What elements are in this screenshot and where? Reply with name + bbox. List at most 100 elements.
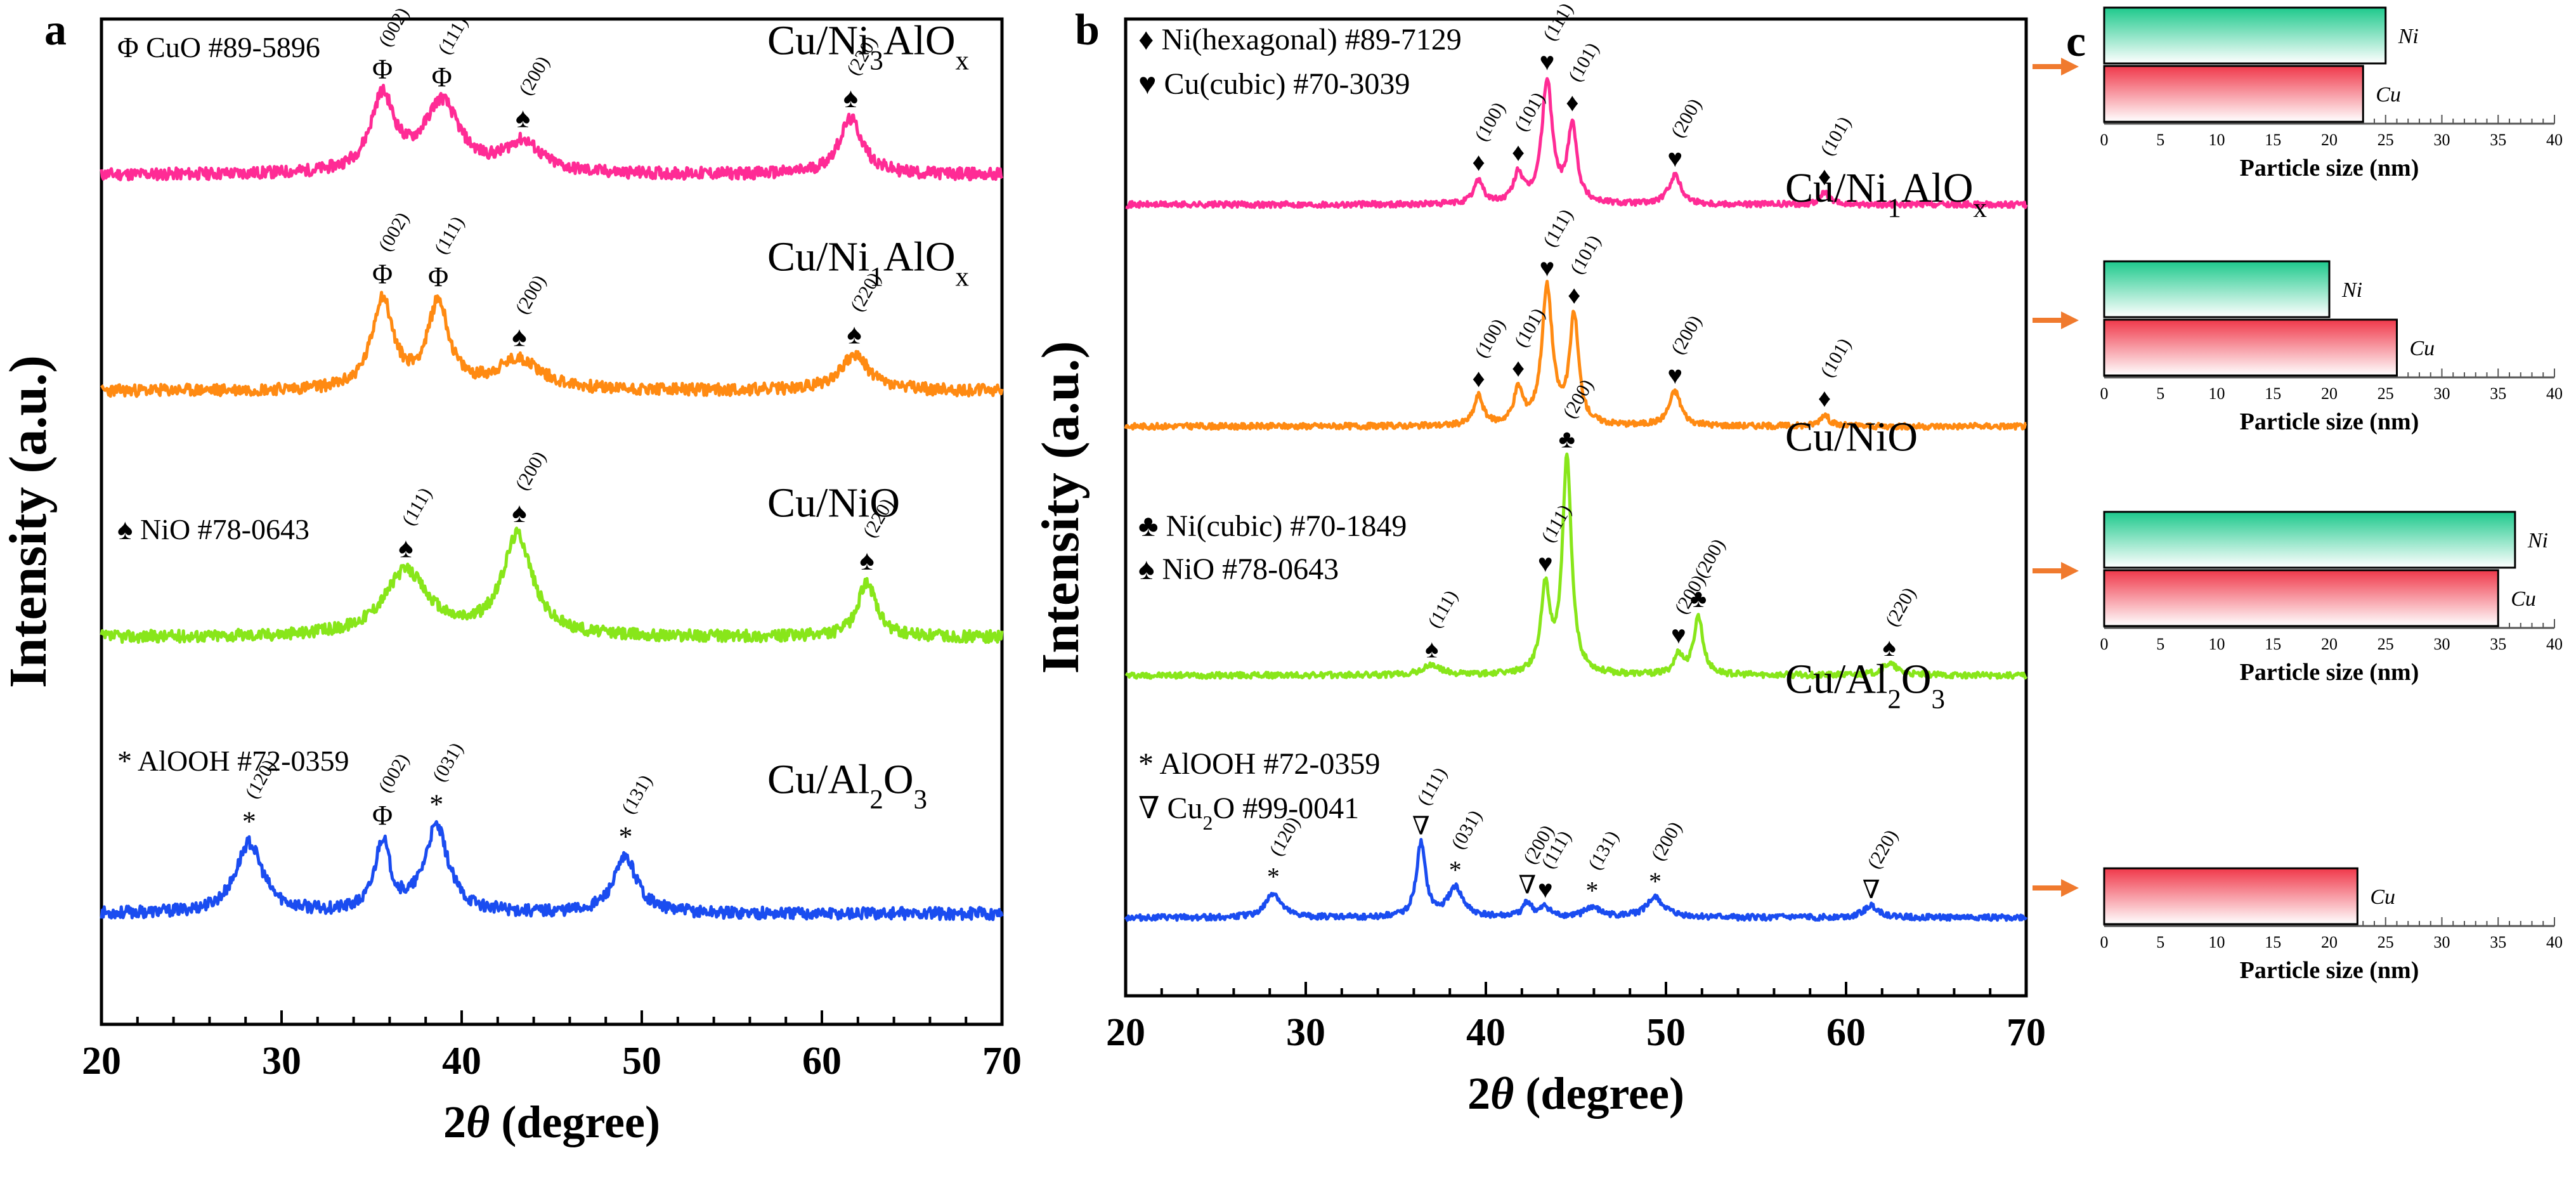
- peak-hkl-label: (111): [1539, 206, 1577, 251]
- peak-marker-symbol: ♠: [847, 318, 861, 349]
- plot-frame: [1124, 17, 2028, 998]
- peak-hkl-label: (200): [511, 448, 550, 494]
- series-label-subscript: x: [1974, 193, 1987, 223]
- peak-marker-symbol: ♥: [1538, 549, 1553, 577]
- peak-marker-symbol: *: [1586, 876, 1599, 904]
- bar-tick-label: 15: [2265, 384, 2281, 403]
- series-label-part: Cu/NiO: [767, 480, 900, 526]
- peak-marker-symbol: *: [1449, 856, 1462, 884]
- arrow-head: [2061, 562, 2079, 580]
- series-label-part: AlO: [1901, 165, 1974, 211]
- series-label-subscript: x: [956, 262, 970, 292]
- series-label: Cu/Ni1AlOx: [767, 233, 969, 292]
- arrow-head: [2061, 311, 2079, 329]
- series-label-part: Cu/Ni: [1785, 165, 1887, 211]
- series-label-part: O: [1901, 656, 1932, 703]
- bar-tick-label: 20: [2321, 384, 2338, 403]
- legend-entry-text: ∇ Cu: [1138, 792, 1203, 825]
- particle-size-bar: [2103, 511, 2516, 569]
- x-tick-label: 60: [802, 1040, 842, 1083]
- peak-hkl-label: (131): [618, 771, 656, 818]
- peak-marker-symbol: Φ: [372, 258, 393, 289]
- bar-tick-label: 0: [2100, 384, 2109, 403]
- x-axis-label-theta: θ: [466, 1097, 490, 1147]
- legend-entry-tail: O #99-0041: [1213, 792, 1360, 825]
- bar-label: Cu: [2410, 337, 2435, 360]
- bar-tick-label: 10: [2209, 933, 2225, 951]
- peak-marker-symbol: ♠: [512, 321, 526, 352]
- legend-entry: * AlOOH #72-0359: [117, 745, 349, 777]
- series-label: Cu/Ni3AlOx: [1785, 0, 1987, 1]
- bar-tick-label: 0: [2100, 131, 2109, 149]
- series-label: Cu/Ni1AlOx: [1785, 165, 1987, 223]
- series-label: Cu/NiO: [1785, 414, 1918, 460]
- x-axis-label: 2θ (degree): [1467, 1068, 1684, 1119]
- peak-marker-symbol: ♠: [512, 497, 526, 528]
- peak-marker-symbol: *: [429, 789, 443, 820]
- series-label-subscript: 3: [914, 785, 928, 814]
- peak-hkl-label: (200): [1667, 312, 1706, 358]
- peak-hkl-label: (031): [429, 739, 467, 785]
- bar-label: Ni: [2398, 25, 2419, 48]
- x-tick-label: 40: [442, 1040, 481, 1083]
- bar-tick-label: 40: [2546, 131, 2563, 149]
- series-label: Cu/NiO: [767, 480, 900, 526]
- peak-marker-symbol: ♥: [1671, 620, 1686, 649]
- peak-marker-symbol: ♠: [398, 533, 413, 564]
- x-tick-label: 40: [1466, 1011, 1506, 1054]
- xrd-series-line: [100, 84, 1004, 181]
- peak-marker-symbol: Φ: [432, 62, 452, 93]
- arrow-head: [2061, 58, 2079, 75]
- series-label-part: Cu/NiO: [1785, 414, 1918, 460]
- bar-tick-label: 15: [2265, 131, 2281, 149]
- peak-marker-symbol: ♠: [859, 545, 874, 576]
- peak-hkl-label: (200): [1667, 95, 1706, 141]
- x-tick-label: 30: [262, 1040, 301, 1083]
- panel-c: c 0 5 10 15 20 25 30 35 40 Particle size (nm) Ni Cu 0…: [2033, 6, 2563, 984]
- series-label: Cu/Al2O3: [1785, 656, 1945, 715]
- peak-marker-symbol: *: [242, 806, 256, 837]
- y-axis-label: Intensity (a.u.): [0, 355, 58, 688]
- bar-tick-label: 25: [2378, 635, 2394, 653]
- peak-marker-symbol: Φ: [372, 54, 393, 85]
- xrd-series-line: [100, 820, 1004, 922]
- xrd-series-line: [1124, 452, 2028, 680]
- series-label-part: AlO: [883, 233, 956, 280]
- series-label-subscript: x: [956, 46, 970, 75]
- legend-entry: * AlOOH #72-0359: [1138, 747, 1380, 781]
- x-tick-label: 30: [1286, 1011, 1325, 1054]
- series-label-part: Cu/Al: [767, 756, 869, 802]
- legend-entry: ♥ Cu(cubic) #70-3039: [1138, 67, 1410, 101]
- peak-marker-symbol: ♦: [1818, 384, 1831, 412]
- bar-tick-label: 5: [2156, 635, 2164, 653]
- legend-entry: ∇ Cu2O #99-0041: [1138, 792, 1359, 834]
- legend-entry-text: ♦ Ni(hexagonal) #89-7129: [1138, 23, 1462, 56]
- bar-tick-label: 40: [2546, 635, 2563, 653]
- x-axis-label-theta: θ: [1490, 1068, 1514, 1119]
- bar-tick-label: 15: [2265, 933, 2281, 951]
- bar-tick-label: 35: [2490, 384, 2506, 403]
- peak-hkl-label: (111): [398, 484, 436, 529]
- peak-hkl-label: (200): [1691, 535, 1729, 582]
- peak-marker-symbol: ∇: [1863, 875, 1880, 904]
- series-label-subscript: 2: [869, 785, 883, 814]
- peak-hkl-label: (111): [1413, 764, 1451, 809]
- peak-marker-symbol: ♦: [1472, 364, 1485, 393]
- bar-tick-label: 20: [2321, 933, 2338, 951]
- series-label-subscript: 3: [869, 46, 883, 75]
- bar-tick-label: 5: [2156, 933, 2164, 951]
- bar-tick-label: 40: [2546, 933, 2563, 951]
- peak-marker-symbol: ♥: [1540, 47, 1555, 75]
- particle-size-bar: [2103, 65, 2364, 123]
- series-label-subscript: 3: [1887, 0, 1901, 1]
- bar-tick-label: 35: [2490, 635, 2506, 653]
- peak-marker-symbol: ♣: [1690, 584, 1707, 613]
- plot-frame: [100, 17, 1004, 1026]
- x-tick-label: 70: [2007, 1011, 2046, 1054]
- peak-marker-symbol: ♦: [1568, 280, 1580, 309]
- xrd-series-line: [1124, 280, 2027, 431]
- legend-entry-text: ♣ Ni(cubic) #70-1849: [1138, 509, 1407, 543]
- series-label-part: Cu/Ni: [767, 233, 869, 280]
- x-tick-label: 70: [982, 1040, 1022, 1083]
